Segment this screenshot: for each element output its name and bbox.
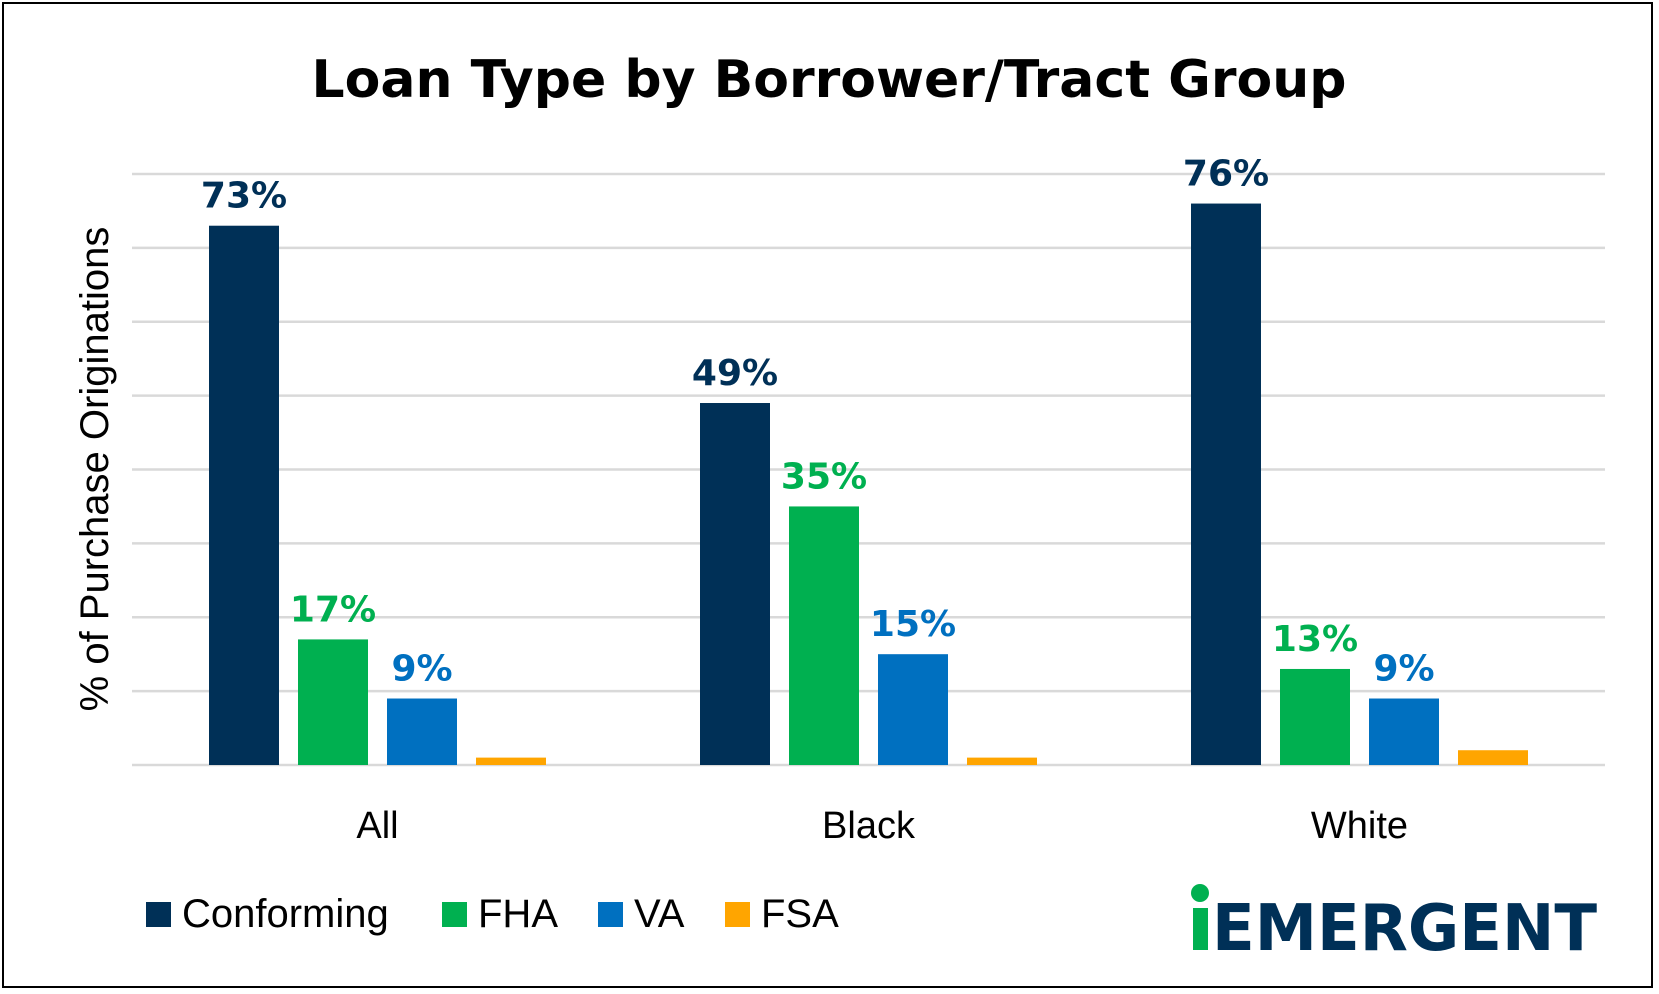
legend-label-fha: FHA xyxy=(478,892,558,936)
legend-swatch-fha xyxy=(442,902,467,927)
legend-label-va: VA xyxy=(634,892,685,936)
data-label-black-conforming: 49% xyxy=(692,353,778,394)
bar-all-fha xyxy=(298,639,368,765)
bar-black-conforming xyxy=(700,403,770,765)
bar-all-fsa xyxy=(476,757,546,765)
data-label-white-fha: 13% xyxy=(1272,619,1358,660)
bar-all-va xyxy=(387,698,457,765)
legend: Conforming FHA VA FSA xyxy=(146,892,839,936)
x-tick-labels: All Black White xyxy=(356,805,1408,847)
data-label-all-fha: 17% xyxy=(290,589,376,630)
brand-logo: EMERGENT xyxy=(1191,884,1597,966)
legend-swatch-va xyxy=(598,902,623,927)
data-labels: 73% 17% 9% 49% 35% 15% 76% 13% 9% xyxy=(201,154,1435,690)
logo-i-stem xyxy=(1193,908,1208,950)
data-label-white-conforming: 76% xyxy=(1183,154,1269,195)
bar-white-conforming xyxy=(1191,203,1261,766)
logo-text: EMERGENT xyxy=(1212,892,1597,966)
data-label-all-conforming: 73% xyxy=(201,176,287,217)
bar-black-fsa xyxy=(967,757,1037,765)
bar-white-fha xyxy=(1280,668,1350,765)
legend-label-conforming: Conforming xyxy=(182,892,389,936)
bar-white-va xyxy=(1369,698,1439,765)
data-label-black-va: 15% xyxy=(870,604,956,645)
chart-title: Loan Type by Borrower/Tract Group xyxy=(312,50,1347,110)
bars xyxy=(209,203,1528,766)
legend-swatch-conforming xyxy=(146,902,171,927)
legend-label-fsa: FSA xyxy=(761,892,839,936)
gridlines xyxy=(132,172,1605,767)
legend-swatch-fsa xyxy=(725,902,750,927)
logo-i-dot xyxy=(1191,884,1209,902)
y-axis-label: % of Purchase Originations xyxy=(73,227,117,712)
data-label-black-fha: 35% xyxy=(781,456,867,497)
x-tick-white: White xyxy=(1311,805,1408,847)
bar-all-conforming xyxy=(209,225,279,765)
data-label-white-va: 9% xyxy=(1373,649,1434,690)
data-label-all-va: 9% xyxy=(391,649,452,690)
bar-white-fsa xyxy=(1458,750,1528,765)
x-tick-black: Black xyxy=(822,805,916,847)
bar-black-va xyxy=(878,654,948,765)
x-tick-all: All xyxy=(356,805,398,847)
bar-black-fha xyxy=(789,506,859,765)
